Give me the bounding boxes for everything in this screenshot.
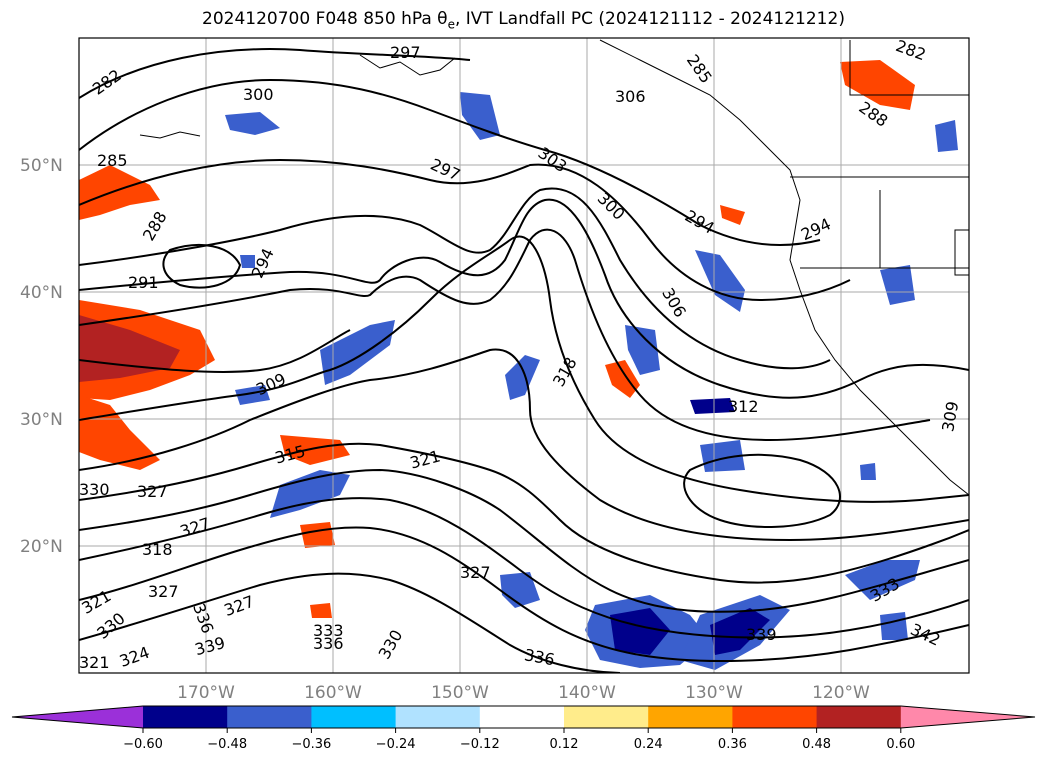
title-subscript: e bbox=[447, 17, 455, 32]
colorbar-tick-label: 0.24 bbox=[634, 737, 663, 752]
lon-label-130w: 130°W bbox=[685, 683, 743, 703]
colorbar-tick-label: 0.48 bbox=[802, 737, 831, 752]
colorbar-tick-label: −0.36 bbox=[291, 737, 331, 752]
lon-label-150w: 150°W bbox=[431, 683, 489, 703]
contour-label: 285 bbox=[97, 151, 128, 170]
theta-e-contours bbox=[79, 48, 969, 673]
contour-label: 327 bbox=[137, 482, 168, 501]
lat-label-50n: 50°N bbox=[20, 156, 63, 176]
map-title: 2024120700 F048 850 hPa θe, IVT Landfall… bbox=[0, 9, 1047, 31]
colorbar: −0.60 −0.48 −0.36 −0.24 −0.12 0.12 0.24 0.36 0.4… bbox=[11, 705, 1036, 752]
title-prefix: 2024120700 F048 850 hPa θ bbox=[202, 9, 448, 29]
colorbar-tick-label: −0.24 bbox=[376, 737, 416, 752]
lat-label-40n: 40°N bbox=[20, 283, 63, 303]
contour-label: 327 bbox=[460, 563, 491, 582]
colorbar-segment bbox=[732, 706, 818, 728]
lon-label-170w: 170°W bbox=[177, 683, 235, 703]
contour-label: 318 bbox=[142, 540, 173, 559]
lon-label-140w: 140°W bbox=[558, 683, 616, 703]
lat-label-30n: 30°N bbox=[20, 410, 63, 430]
contour-label: 333 bbox=[313, 621, 344, 640]
contour-label: 339 bbox=[746, 625, 777, 644]
colorbar-segment bbox=[564, 706, 649, 728]
colorbar-tick-label: −0.48 bbox=[207, 737, 247, 752]
lat-label-20n: 20°N bbox=[20, 537, 63, 557]
contour-label: 297 bbox=[390, 43, 421, 62]
title-suffix: , IVT Landfall PC (2024121112 - 20241212… bbox=[454, 9, 845, 29]
colorbar-segment bbox=[816, 706, 902, 728]
contour-label: 330 bbox=[79, 480, 110, 499]
contour-label: 327 bbox=[148, 582, 179, 601]
map-border bbox=[78, 37, 970, 674]
colorbar-segment bbox=[311, 706, 397, 728]
colorbar-tick-label: 0.12 bbox=[550, 737, 579, 752]
contour-label: 321 bbox=[79, 653, 110, 672]
latitude-labels: 50°N 40°N 30°N 20°N bbox=[20, 156, 63, 557]
colorbar-segment bbox=[648, 706, 733, 728]
colorbar-extend-low bbox=[12, 706, 143, 728]
lon-label-120w: 120°W bbox=[812, 683, 870, 703]
longitude-labels: 170°W 160°W 150°W 140°W 130°W 120°W bbox=[177, 683, 870, 703]
colorbar-segment bbox=[395, 706, 481, 728]
contour-label: 312 bbox=[728, 397, 759, 416]
contour-label: 306 bbox=[615, 87, 646, 106]
colorbar-segment bbox=[143, 706, 228, 728]
colorbar-extend-high bbox=[900, 706, 1035, 728]
colorbar-segment bbox=[479, 706, 565, 728]
contour-label: 291 bbox=[128, 273, 159, 292]
colorbar-tick-label: 0.60 bbox=[886, 737, 915, 752]
colorbar-tick-label: −0.12 bbox=[460, 737, 500, 752]
lon-label-160w: 160°W bbox=[304, 683, 362, 703]
contour-label: 300 bbox=[243, 85, 274, 104]
colorbar-segment bbox=[227, 706, 312, 728]
contour-label: 336 bbox=[313, 634, 344, 653]
colorbar-tick-label: −0.60 bbox=[123, 737, 163, 752]
colorbar-tick-label: 0.36 bbox=[718, 737, 747, 752]
